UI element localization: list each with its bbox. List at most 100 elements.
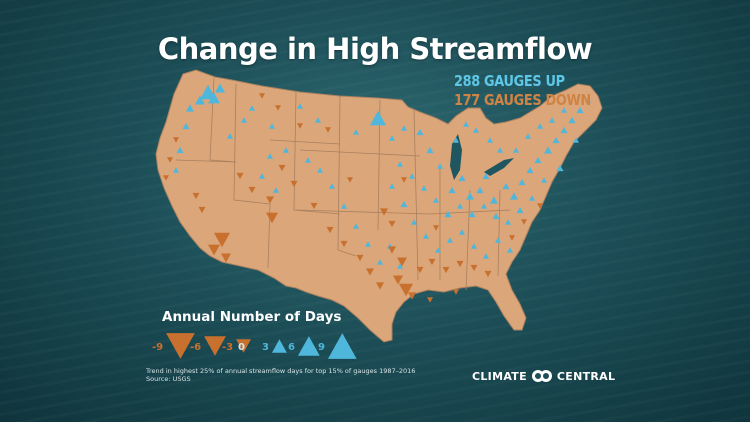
gauge-up-marker <box>195 95 205 105</box>
gauge-down-marker <box>248 186 256 194</box>
gauge-down-marker <box>326 226 334 234</box>
climate-central-logo: CLIMATE CENTRAL <box>472 369 615 383</box>
gauge-up-marker <box>534 156 542 164</box>
gauge-down-marker <box>442 266 450 274</box>
gauge-up-marker <box>389 183 395 189</box>
gauge-up-marker <box>518 178 526 186</box>
brand-mark-icon <box>531 370 552 382</box>
gauge-down-marker <box>340 240 348 248</box>
gauge-up-marker <box>466 192 474 200</box>
gauge-up-marker <box>249 105 255 111</box>
gauge-up-marker <box>433 197 439 203</box>
gauge-up-marker <box>377 259 383 265</box>
footnote-description: Trend in highest 25% of annual streamflo… <box>146 367 416 375</box>
gauge-up-marker <box>482 172 490 180</box>
gauge-up-marker <box>365 241 371 247</box>
gauge-up-marker <box>370 110 386 126</box>
gauge-up-marker <box>463 121 469 127</box>
gauge-up-marker <box>267 153 273 159</box>
gauge-down-marker <box>399 283 413 297</box>
gauge-up-marker <box>537 123 543 129</box>
gauge-up-marker <box>453 137 459 143</box>
gauge-down-marker <box>275 105 281 111</box>
gauge-up-marker <box>435 247 441 253</box>
gauge-up-marker <box>215 83 225 93</box>
gauge-up-marker <box>397 161 403 167</box>
gauge-up-marker <box>426 146 434 154</box>
gauge-down-marker <box>380 208 388 216</box>
legend-label: 3 <box>262 342 269 353</box>
legend-down-marker <box>204 336 226 356</box>
gauge-up-marker <box>459 229 465 235</box>
gauge-down-marker <box>408 292 416 300</box>
gauge-up-marker <box>173 167 179 173</box>
gauge-markers <box>163 83 591 303</box>
legend-up-marker <box>297 336 320 356</box>
gauge-down-marker <box>310 202 318 210</box>
gauge-up-marker <box>317 167 323 173</box>
gauge-up-marker <box>273 187 279 193</box>
gauge-down-marker <box>266 212 278 224</box>
gauge-up-marker <box>315 117 321 123</box>
legend-label: -6 <box>190 342 201 353</box>
gauges-up-count: 288 GAUGES UP <box>454 72 565 90</box>
gauge-down-marker <box>416 266 424 274</box>
gauge-down-marker <box>297 123 303 129</box>
gauge-up-marker <box>200 84 216 100</box>
gauge-down-marker <box>537 203 543 209</box>
gauge-up-marker <box>560 126 568 134</box>
gauge-up-marker <box>437 163 443 169</box>
gauge-down-marker <box>521 219 527 225</box>
gauge-up-marker <box>329 183 335 189</box>
gauge-up-marker <box>481 203 487 209</box>
gauge-up-marker <box>505 219 511 225</box>
gauge-up-marker <box>476 186 484 194</box>
gauges-down-count: 177 GAUGES DOWN <box>454 91 591 109</box>
gauge-down-marker <box>208 244 220 256</box>
gauge-up-marker <box>409 173 415 179</box>
gauge-up-marker <box>397 263 403 269</box>
gauge-down-marker <box>456 260 464 268</box>
gauge-up-marker <box>353 223 359 229</box>
gauge-down-marker <box>356 254 364 262</box>
gauge-down-marker <box>427 297 433 303</box>
gauge-up-marker <box>208 92 220 104</box>
gauge-down-marker <box>453 289 459 295</box>
gauge-up-marker <box>541 177 547 183</box>
gauge-up-marker <box>283 147 289 153</box>
legend-up-marker <box>271 339 287 353</box>
gauge-up-marker <box>585 97 591 103</box>
gauge-up-marker <box>544 146 552 154</box>
gauge-up-marker <box>305 157 311 163</box>
gauge-up-marker <box>502 182 510 190</box>
gauge-up-marker <box>176 146 184 154</box>
gauge-up-marker <box>423 233 429 239</box>
gauge-down-marker <box>484 270 492 278</box>
gauge-up-marker <box>473 127 479 133</box>
lake-erie <box>484 158 514 176</box>
lake-michigan <box>450 134 462 180</box>
gauge-down-marker <box>198 206 206 214</box>
gauge-up-marker <box>507 247 513 253</box>
legend-label: -9 <box>152 342 163 353</box>
legend-label: 6 <box>288 342 295 353</box>
gauge-up-marker <box>416 128 424 136</box>
legend-label: -3 <box>222 342 233 353</box>
gauge-up-marker <box>468 210 476 218</box>
gauge-up-marker <box>241 117 247 123</box>
gauge-down-marker <box>214 232 230 248</box>
gauge-up-marker <box>513 147 519 153</box>
gauge-down-marker <box>173 137 179 143</box>
brand-left: CLIMATE <box>472 369 527 383</box>
gauge-up-marker <box>525 133 531 139</box>
map-title: Change in High Streamflow <box>157 32 593 66</box>
gauge-up-marker <box>448 186 456 194</box>
gauge-up-marker <box>297 103 303 109</box>
legend-down-marker <box>166 333 195 359</box>
gauge-up-marker <box>444 210 452 218</box>
gauge-up-marker <box>556 164 564 172</box>
gauge-up-marker <box>576 106 584 114</box>
gauge-down-marker <box>366 268 374 276</box>
